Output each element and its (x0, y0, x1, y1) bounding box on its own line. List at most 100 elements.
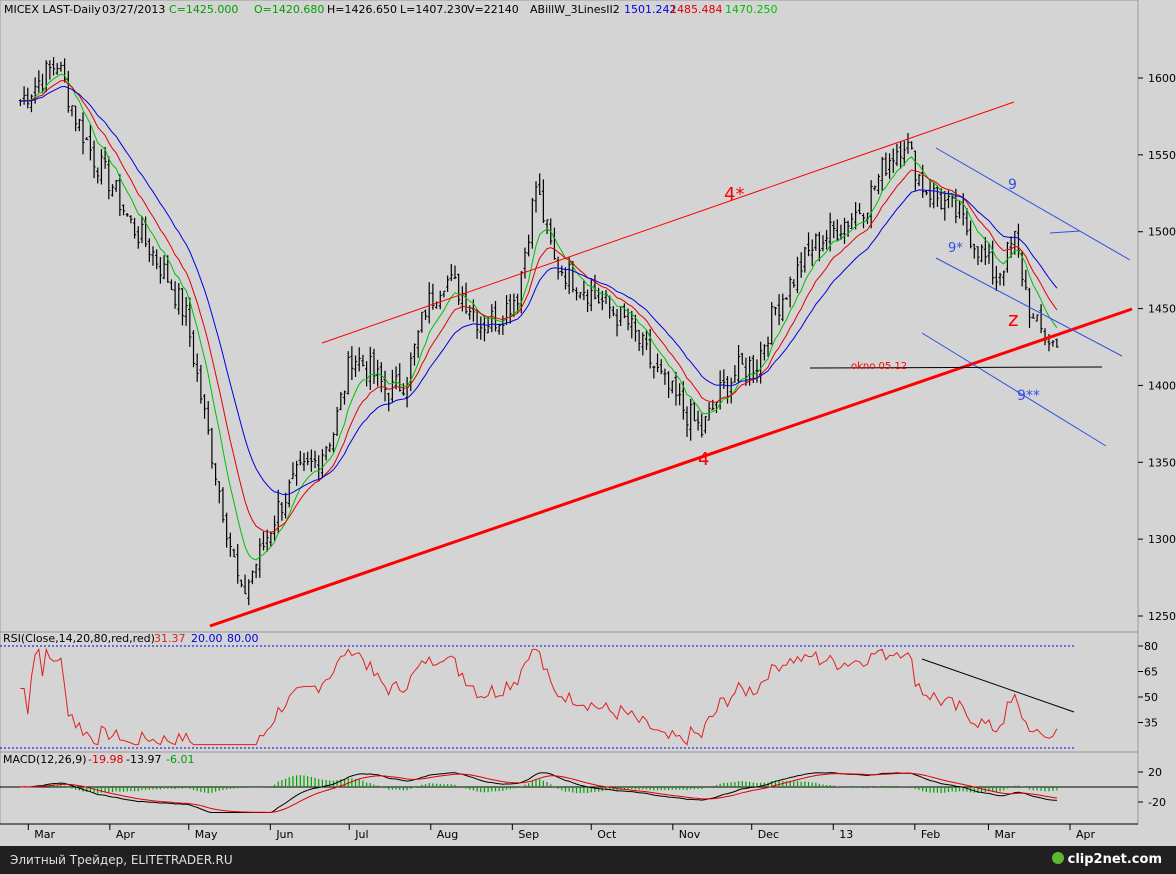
price-bar (225, 512, 229, 548)
price-bar (762, 344, 766, 361)
price-bar (932, 182, 936, 209)
price-bar (899, 141, 903, 169)
footer-bar: Элитный Трейдер, ELITETRADER.RU clip2net… (0, 846, 1176, 874)
price-bar (674, 371, 678, 406)
price-bar (155, 249, 159, 270)
price-bar (132, 217, 137, 239)
macd-y-tick-label: 20 (1148, 766, 1162, 779)
price-bar (158, 257, 162, 284)
price-bar (991, 240, 995, 285)
price-bar (272, 515, 277, 541)
price-bar (295, 460, 299, 486)
price-y-tick-label: 1500 (1148, 226, 1176, 239)
price-bar (817, 231, 821, 262)
price-bar (630, 310, 634, 339)
price-y-tick-label: 1250 (1148, 610, 1176, 623)
price-y-tick-label: 1350 (1148, 456, 1176, 469)
price-bar (482, 315, 487, 342)
x-tick-label: Jun (275, 828, 293, 841)
price-bar (1039, 304, 1043, 334)
clip2net-logo-text: clip2net.com (1067, 852, 1162, 867)
price-bar (637, 329, 641, 352)
price-bar (280, 502, 284, 521)
price-bar (589, 278, 593, 312)
price-bar (261, 531, 266, 551)
x-tick-label: May (195, 828, 218, 841)
price-bar (707, 402, 711, 421)
price-bar (700, 413, 704, 438)
annotation-lower-line: 4 (698, 449, 709, 470)
price-bar (221, 487, 225, 523)
price-bar (722, 369, 726, 389)
price-y-tick-label: 1550 (1148, 149, 1176, 162)
price-bar (906, 132, 910, 154)
rsi-lower: 20.00 (191, 632, 223, 645)
price-bar (107, 156, 111, 200)
price-bar (655, 353, 660, 373)
price-bar (162, 255, 166, 280)
price-bar (254, 563, 258, 579)
price-bar (515, 293, 520, 313)
macd-value: -19.98 (88, 753, 123, 766)
price-bar (390, 369, 394, 403)
clip2net-icon (1051, 852, 1064, 864)
price-bar (560, 265, 564, 276)
price-bar (247, 579, 251, 606)
price-bar (412, 343, 417, 366)
price-bar (740, 352, 744, 365)
price-bar (652, 365, 656, 379)
ma-slow-line (20, 85, 1058, 496)
price-bar (924, 189, 928, 196)
price-bar (663, 368, 667, 385)
price-bar (891, 148, 895, 173)
price-bar (479, 316, 483, 340)
price-bar (423, 309, 428, 320)
macd-label: MACD(12,26,9) (3, 753, 87, 766)
price-bar (781, 293, 785, 322)
price-bar (493, 300, 498, 332)
price-bar (438, 290, 442, 310)
header-symbol: MICEX LAST-Daily (4, 3, 101, 16)
price-bar (835, 219, 839, 242)
price-bar (597, 287, 601, 304)
price-bar (880, 156, 884, 192)
price-bar (37, 70, 41, 93)
x-tick-label: Aug (437, 828, 458, 841)
price-bar (63, 58, 67, 83)
price-bar (887, 153, 892, 179)
price-bar (681, 381, 685, 420)
x-tick-label: Sep (518, 828, 539, 841)
price-bar (770, 302, 774, 345)
price-bar (998, 272, 1002, 286)
price-bar (342, 390, 347, 405)
price-y-tick-label: 1600 (1148, 72, 1176, 85)
price-bar (173, 281, 177, 309)
price-bar (306, 451, 310, 466)
price-bar (582, 280, 586, 301)
price-bar (965, 208, 969, 236)
price-bar (420, 311, 424, 333)
clip2net-logo[interactable]: clip2net.com (1051, 852, 1162, 867)
rsi-label: RSI(Close,14,20,80,red,red) (3, 632, 155, 645)
price-bar (943, 190, 947, 221)
price-bar (523, 247, 527, 279)
price-bar (884, 152, 888, 176)
header-ma3: 1470.250 (725, 3, 778, 16)
x-tick-label: Apr (116, 828, 136, 841)
macd-signal-line (20, 772, 1057, 813)
x-tick-label: Apr (1076, 828, 1096, 841)
price-bar (184, 297, 188, 326)
price-bar (250, 570, 255, 585)
price-bar (383, 370, 387, 402)
price-bar (26, 87, 30, 109)
price-bar (51, 57, 56, 76)
header-volume: V=22140 (467, 3, 519, 16)
price-bar (353, 355, 358, 377)
header-high: H=1426.650 (327, 3, 397, 16)
price-bar (269, 531, 273, 547)
header-date: 03/27/2013 (102, 3, 165, 16)
x-tick-label: Jul (354, 828, 368, 841)
price-bar (508, 294, 512, 324)
price-bar (799, 252, 803, 278)
price-bar (850, 213, 854, 229)
